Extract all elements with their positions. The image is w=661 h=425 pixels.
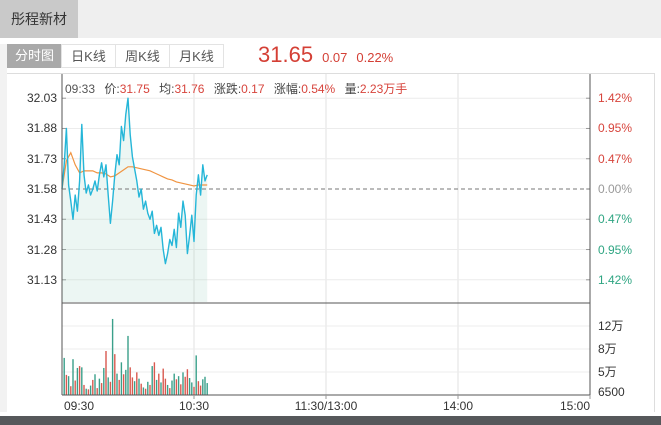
chart-svg[interactable] (7, 74, 655, 413)
info-change-value: 0.17 (241, 82, 265, 96)
tab-intraday[interactable]: 分时图 (7, 44, 62, 68)
volume-axis-label: 12万 (598, 319, 624, 333)
window-left-edge (0, 44, 7, 412)
percent-axis-label: 0.95% (598, 121, 633, 136)
price-axis-label: 31.13 (26, 272, 57, 287)
info-price-label: 价: (104, 82, 120, 96)
info-avg-label: 均: (159, 82, 175, 96)
quote-block: 31.65 0.07 0.22% (258, 42, 393, 68)
percent-axis-label: 0.47% (598, 151, 633, 166)
quote-price: 31.65 (258, 42, 314, 67)
window-footer-bar (0, 416, 661, 425)
time-axis-label: 10:30 (178, 399, 210, 413)
tab-monthly-k[interactable]: 月K线 (169, 44, 224, 68)
price-axis-label: 32.03 (26, 91, 57, 106)
stock-name-label: 彤程新材 (11, 11, 67, 27)
time-axis-label: 14:00 (442, 399, 474, 413)
time-axis-label: 09:30 (64, 399, 95, 413)
price-axis-label: 31.43 (26, 212, 57, 227)
percent-axis-label: 1.42% (598, 272, 633, 287)
time-axis-label: 11:30/13:00 (294, 399, 358, 413)
price-axis-label: 31.88 (26, 121, 57, 136)
tab-weekly-k[interactable]: 周K线 (115, 44, 170, 68)
price-axis-label: 31.73 (26, 151, 57, 166)
percent-axis-label: 0.95% (598, 242, 633, 257)
info-volume-label: 量: (344, 82, 360, 96)
tab-daily-k[interactable]: 日K线 (61, 44, 116, 68)
tab-bar: 分时图 日K线 周K线 月K线 (7, 44, 224, 68)
info-change-label: 涨跌: (213, 82, 242, 96)
percent-axis-label: 0.47% (598, 212, 633, 227)
chart-panel: 09:33 价:31.75 均:31.76 涨跌:0.17 涨幅:0.54% 量… (7, 73, 655, 413)
info-pct-label: 涨幅: (273, 82, 302, 96)
info-price-value: 31.75 (119, 82, 150, 96)
quote-change-percent: 0.22% (356, 50, 394, 65)
info-time: 09:33 (65, 82, 96, 96)
intraday-info-bar: 09:33 价:31.75 均:31.76 涨跌:0.17 涨幅:0.54% 量… (65, 80, 407, 97)
volume-axis-label: 6500 (598, 385, 625, 399)
window-titlebar: 彤程新材 (0, 0, 661, 38)
price-axis-label: 31.28 (26, 242, 57, 257)
info-pct-value: 0.54% (301, 82, 336, 96)
quote-change: 0.07 (322, 50, 348, 65)
volume-axis-label: 8万 (598, 342, 617, 356)
info-avg-value: 31.76 (174, 82, 205, 96)
info-volume-value: 2.23万手 (359, 82, 408, 96)
price-axis-label: 31.58 (26, 182, 57, 196)
percent-axis-label: 0.00% (598, 182, 633, 196)
volume-axis-label: 5万 (598, 365, 617, 379)
stock-name-tab[interactable]: 彤程新材 (0, 0, 78, 38)
percent-axis-label: 1.42% (598, 91, 633, 106)
time-axis-label: 15:00 (559, 399, 590, 413)
